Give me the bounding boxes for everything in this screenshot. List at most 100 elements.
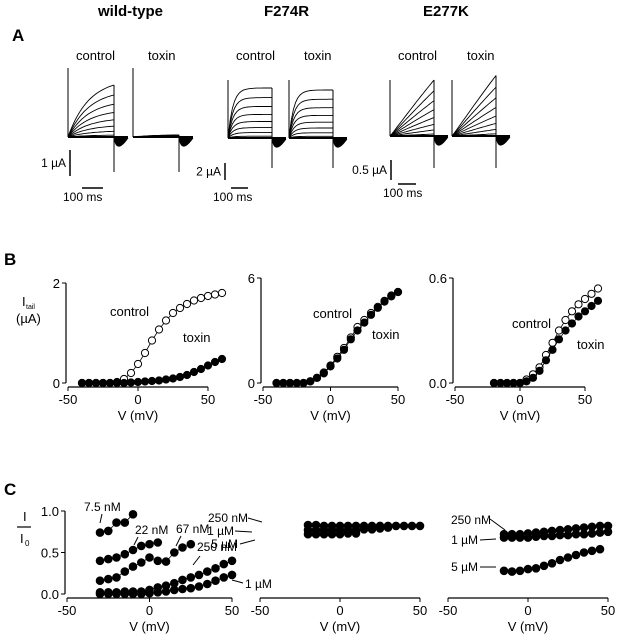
data-point-filled [548,345,557,354]
label-leader-line [175,535,182,547]
data-point-filled [579,548,589,557]
data-point-open [189,296,199,305]
data-point-filled [595,544,605,554]
label-leader-line [247,517,263,523]
current-trace [288,121,333,139]
panel-letter-a: A [12,26,25,45]
series-label-toxin: toxin [183,330,210,345]
concentration-label: 5 µM [211,537,238,551]
data-point-filled [415,521,425,531]
data-point-filled [319,369,328,378]
data-point-filled [120,549,130,559]
concentration-label: 250 nM [208,511,248,525]
data-point-filled [285,378,295,388]
tail-decay [113,136,129,147]
trace-label-control: control [76,48,115,63]
y-tick-label: 0.0 [41,587,59,602]
label-leader-line [192,555,201,566]
tail-decay [271,137,287,148]
data-point-open [580,294,590,304]
data-point-open [217,288,227,298]
current-trace [451,97,497,137]
data-point-open [133,359,143,369]
x-tick-label: 0 [336,603,343,618]
data-point-filled [593,296,603,305]
data-point-filled [91,378,101,388]
data-point-open [175,303,185,313]
data-point-filled [217,354,227,364]
series-label-toxin: toxin [372,327,399,342]
data-point-filled [563,530,573,540]
data-point-filled [580,307,590,316]
y-tick-label: 0.0 [429,376,447,391]
label-leader-line [239,539,256,545]
data-point-filled [112,573,121,582]
data-point-filled [547,559,557,568]
data-point-filled [105,378,115,388]
data-point-filled [561,326,570,335]
label-leader-line [479,538,497,541]
data-point-filled [333,354,342,363]
concentration-label: 1 µM [245,577,272,591]
series-line [494,288,599,384]
data-point-filled [112,589,121,599]
x-tick-label: 0 [524,603,531,618]
data-point-filled [196,364,206,374]
data-point-filled [227,556,237,566]
data-point-filled [140,377,150,386]
concentration-label: 5 µM [451,560,478,574]
data-point-open [147,336,157,345]
current-trace [67,94,115,138]
data-point-filled [563,553,573,562]
current-trace [288,132,333,139]
data-point-filled [170,548,179,557]
data-point-filled [499,533,509,542]
series-label-control: control [110,304,149,319]
current-trace [227,127,272,139]
y-tick-label: 2 [53,276,60,291]
data-point-filled [507,533,517,542]
series-label-control: control [313,306,352,321]
current-trace [227,87,272,139]
data-point-open [203,291,213,301]
data-point-filled [359,525,369,534]
concentration-label: 67 nM [176,522,209,536]
current-trace [227,97,272,139]
data-point-open [196,293,206,303]
data-point-filled [547,531,557,541]
data-point-filled [119,378,129,388]
tail-decay [332,137,348,148]
data-point-open [182,299,192,309]
data-point-filled [499,566,509,576]
data-point-filled [595,528,605,537]
data-point-filled [528,373,538,382]
data-point-filled [203,361,213,370]
x-tick-label: 0 [146,603,153,618]
data-point-filled [299,378,308,388]
data-point-filled [189,367,199,377]
data-point-open [567,307,577,316]
data-point-filled [84,378,94,388]
data-point-filled [555,555,565,565]
label-leader-line [231,579,244,584]
data-point-filled [186,583,196,593]
concentration-label: 1 µM [207,524,234,538]
data-point-filled [399,521,409,531]
data-point-open [561,315,570,325]
x-tick-label: -50 [446,392,465,407]
data-point-filled [554,335,564,344]
current-trace [288,107,333,139]
tail-decay [178,136,194,147]
x-tick-label: 0 [516,392,523,407]
data-point-filled [128,589,138,599]
data-point-filled [587,301,596,311]
data-point-filled [574,312,583,321]
y-tick-label: 0.6 [429,271,447,286]
data-point-filled [145,553,154,562]
data-point-filled [407,521,417,531]
x-axis-label: V (mV) [118,408,158,423]
data-point-filled [279,378,288,388]
label-leader-line [489,518,506,531]
data-point-filled [154,376,164,385]
x-tick-label: 0 [134,392,141,407]
